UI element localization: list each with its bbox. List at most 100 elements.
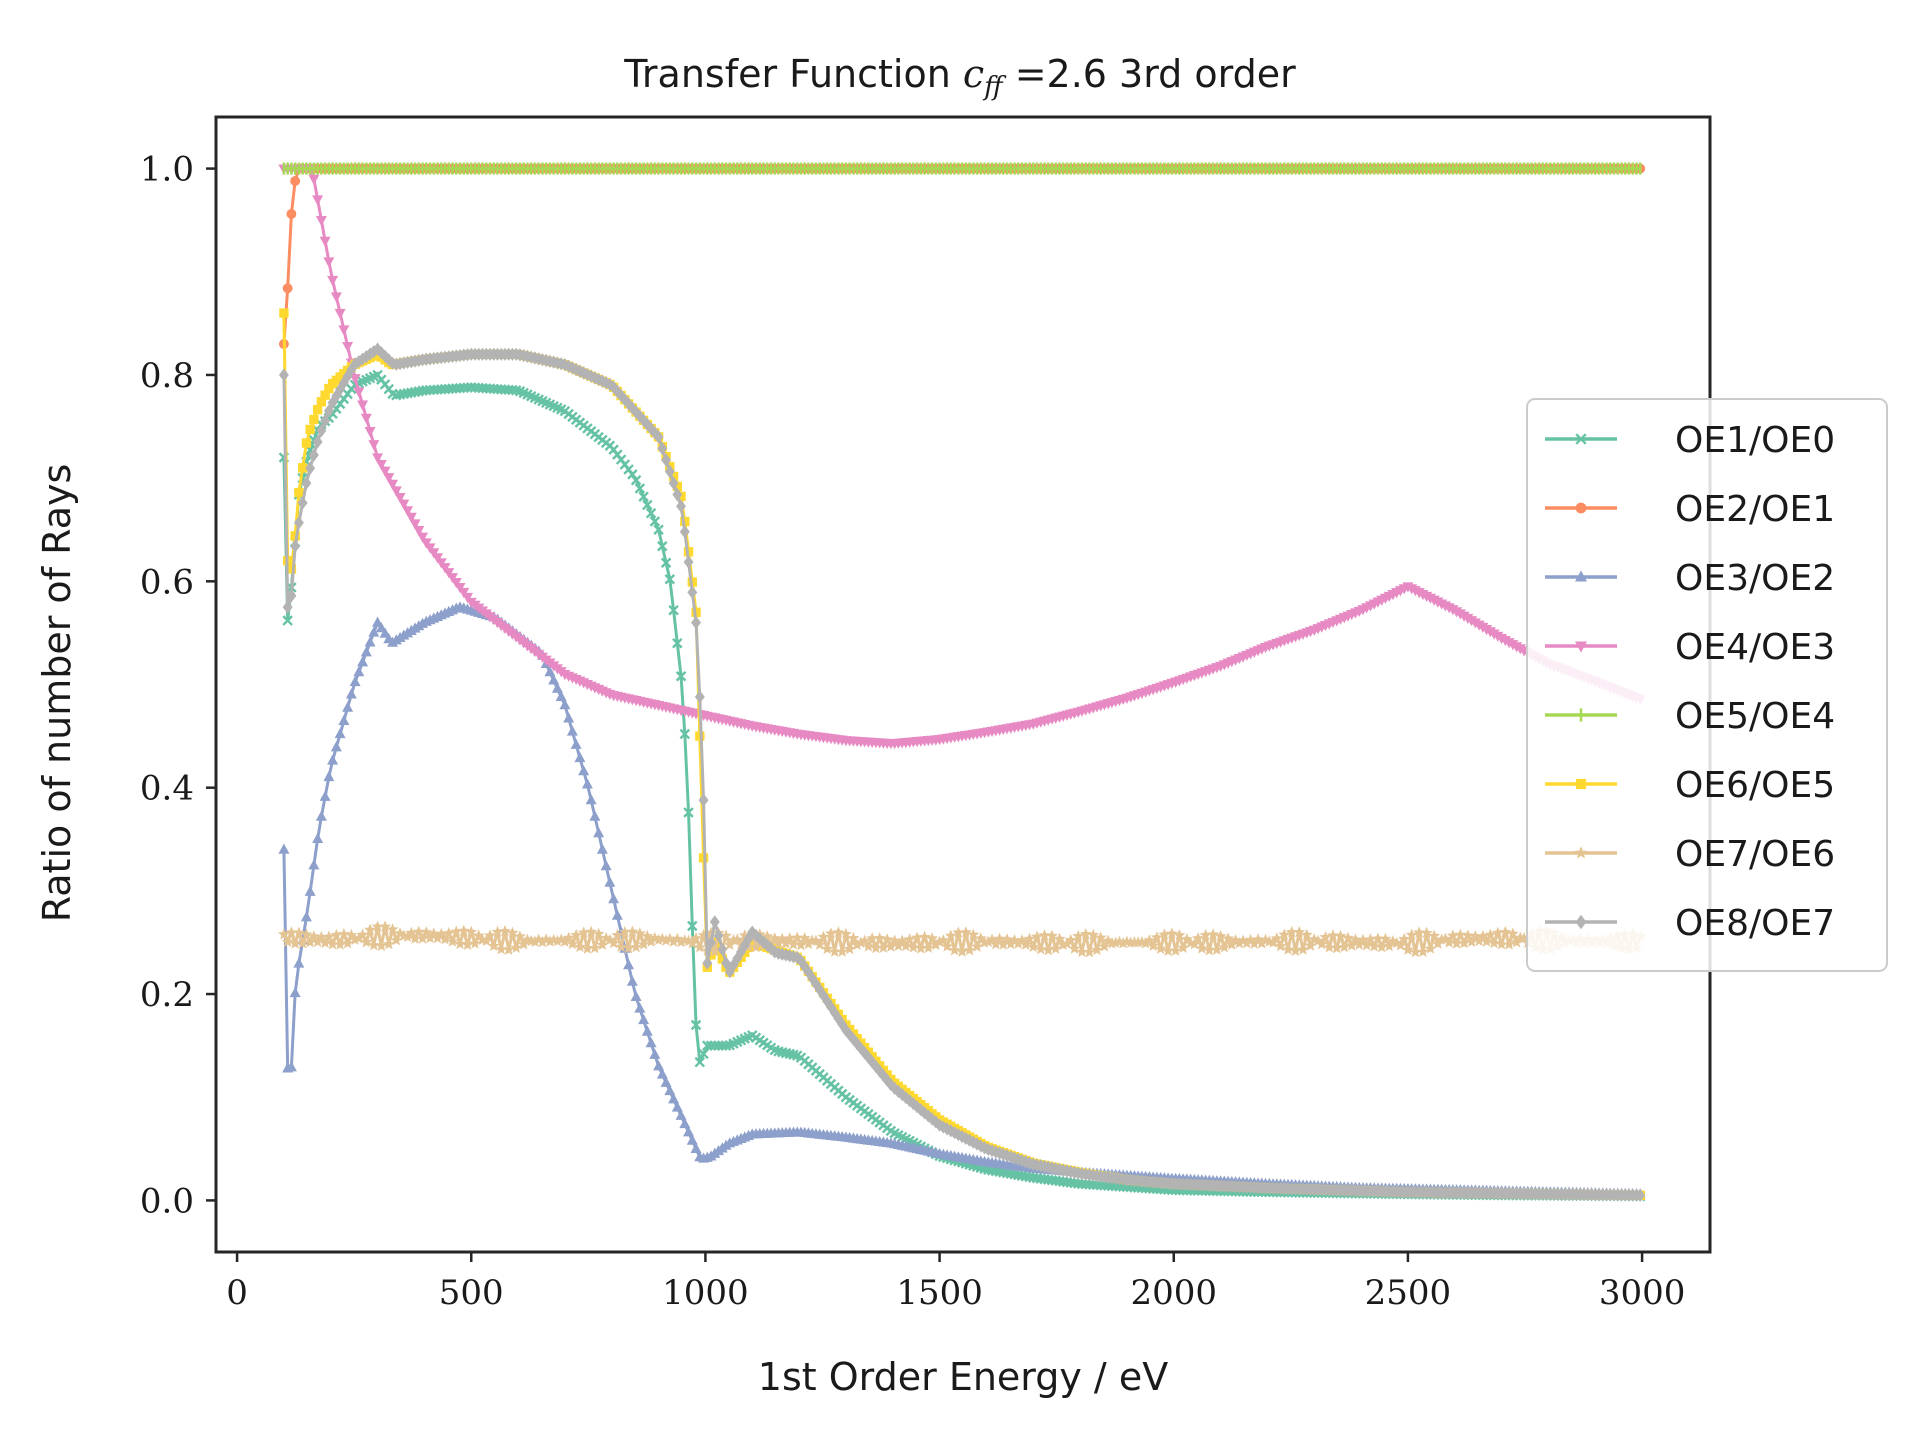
data-point <box>304 936 317 948</box>
data-point <box>1491 926 1504 939</box>
data-point <box>409 932 422 944</box>
data-point <box>312 435 323 449</box>
data-point <box>289 986 301 998</box>
data-point <box>1045 929 1058 942</box>
data-point <box>461 938 474 951</box>
data-point <box>1173 928 1186 941</box>
data-point <box>1214 929 1227 942</box>
data-point <box>626 975 638 986</box>
data-point <box>360 413 372 424</box>
data-point <box>1169 944 1182 956</box>
data-point <box>577 926 590 938</box>
data-point <box>544 666 556 677</box>
data-point <box>634 409 645 423</box>
data-point <box>1274 939 1287 952</box>
data-point <box>1154 942 1167 955</box>
data-point <box>690 931 703 944</box>
data-point <box>660 934 673 946</box>
data-point <box>747 925 758 939</box>
data-point <box>919 1106 930 1120</box>
data-point <box>649 426 660 440</box>
data-point <box>342 701 354 712</box>
data-point <box>1229 934 1242 946</box>
chart-title: Transfer Function cff =2.6 3rd order <box>623 52 1296 102</box>
data-point <box>562 931 575 944</box>
legend-entry: OE6/OE5 <box>1545 765 1835 806</box>
data-point <box>1311 934 1325 947</box>
data-point <box>963 943 976 956</box>
data-point <box>687 920 698 932</box>
legend-entry: OE4/OE3 <box>1545 627 1835 668</box>
data-point <box>1495 938 1508 950</box>
y-tick-label: 1.0 <box>140 150 194 190</box>
data-point <box>626 925 639 937</box>
data-point <box>852 1037 863 1051</box>
data-point <box>652 933 665 946</box>
data-point <box>1420 926 1433 939</box>
data-point <box>721 956 731 970</box>
data-point <box>1510 936 1523 948</box>
data-point <box>656 932 669 945</box>
data-point <box>974 932 987 944</box>
data-point <box>881 933 894 945</box>
data-point <box>282 283 293 294</box>
data-point <box>578 765 590 776</box>
data-point <box>1431 937 1444 949</box>
data-point <box>622 942 635 954</box>
data-point <box>290 539 301 553</box>
data-point <box>668 476 679 490</box>
data-point <box>341 937 354 949</box>
data-point <box>918 930 931 943</box>
data-point <box>585 925 598 938</box>
data-point <box>457 924 470 937</box>
data-point <box>997 938 1010 950</box>
data-point <box>743 932 754 946</box>
data-point <box>720 1040 732 1051</box>
data-point <box>698 793 709 807</box>
data-point <box>824 927 837 939</box>
data-point <box>281 935 294 948</box>
data-point <box>315 810 327 821</box>
data-point <box>338 376 349 390</box>
data-point <box>686 1134 698 1145</box>
data-point <box>337 927 350 940</box>
legend-marker <box>1575 778 1587 790</box>
data-point <box>907 941 920 953</box>
data-point <box>809 934 822 947</box>
data-point <box>301 438 312 448</box>
data-point <box>323 404 334 418</box>
data-point <box>413 526 425 537</box>
data-point <box>293 957 305 968</box>
data-point <box>645 935 658 947</box>
legend-label: OE4/OE3 <box>1675 627 1835 668</box>
x-tick-label: 2500 <box>1365 1273 1452 1313</box>
data-point <box>899 939 912 952</box>
data-point <box>892 939 905 951</box>
data-point <box>611 909 623 920</box>
data-point <box>386 923 399 935</box>
data-point <box>566 725 578 736</box>
data-point <box>294 487 304 498</box>
data-point <box>653 1060 665 1071</box>
legend-entry: OE3/OE2 <box>1545 558 1835 599</box>
data-point <box>315 216 327 227</box>
data-point <box>814 983 825 997</box>
data-point <box>1282 943 1295 955</box>
data-point <box>390 933 403 946</box>
data-point <box>412 925 425 937</box>
y-tick-label: 0.2 <box>140 975 194 1015</box>
data-point <box>417 532 429 543</box>
data-point <box>623 397 634 411</box>
data-point <box>360 646 372 657</box>
data-point <box>371 920 384 932</box>
data-point <box>293 516 304 530</box>
data-point <box>480 934 493 947</box>
data-point <box>691 615 701 630</box>
data-point <box>600 860 612 871</box>
data-point <box>292 926 305 938</box>
data-point <box>308 859 320 870</box>
data-point <box>439 933 452 945</box>
data-point <box>1083 945 1096 958</box>
data-point <box>1090 943 1103 956</box>
data-point <box>776 932 789 945</box>
